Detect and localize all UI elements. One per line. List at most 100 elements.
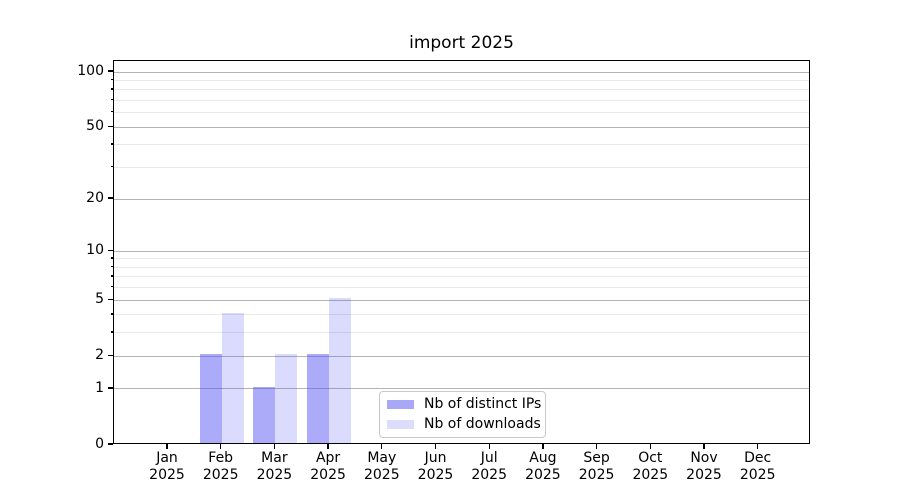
x-tick-label: Apr 2025 — [298, 450, 358, 483]
legend-swatch-distinct-ips — [387, 399, 414, 410]
x-tick-month: Aug — [529, 450, 557, 466]
y-tick-mark — [108, 249, 113, 251]
minor-gridline — [114, 332, 809, 334]
minor-gridline — [114, 314, 809, 316]
x-tick-month: Apr — [315, 450, 341, 466]
y-minor-tick-mark — [110, 98, 113, 101]
x-tick-year: 2025 — [525, 466, 561, 483]
x-tick-label: Mar 2025 — [244, 450, 304, 483]
x-tick-year: 2025 — [632, 466, 669, 483]
y-minor-tick-mark — [110, 313, 113, 315]
x-tick-mark — [649, 444, 651, 449]
y-minor-tick-mark — [110, 257, 113, 259]
minor-gridline — [114, 258, 809, 260]
x-tick-label: May 2025 — [352, 450, 412, 483]
y-minor-tick-mark — [110, 331, 113, 333]
x-tick-month: Mar — [261, 450, 288, 466]
x-tick-year: 2025 — [363, 466, 400, 483]
minor-gridline — [114, 266, 809, 268]
y-minor-tick-mark — [110, 286, 113, 288]
x-tick-month: Jul — [480, 450, 498, 466]
y-tick-label: 20 — [86, 190, 104, 206]
major-gridline — [114, 126, 809, 128]
y-minor-tick-mark — [110, 265, 113, 268]
y-tick-mark — [108, 387, 113, 389]
x-tick-year: 2025 — [578, 466, 615, 483]
bar-downloads — [221, 312, 244, 443]
y-tick-mark — [108, 354, 113, 356]
x-tick-mark — [703, 444, 705, 449]
bar-distinct-ips — [307, 354, 330, 443]
y-tick-mark — [108, 125, 113, 127]
y-tick-label: 0 — [95, 436, 104, 452]
x-tick-year: 2025 — [739, 466, 776, 483]
x-tick-month: Jan — [156, 450, 178, 466]
x-tick-month: Sep — [583, 450, 610, 466]
minor-gridline — [114, 112, 809, 114]
bar-downloads — [329, 298, 352, 443]
x-tick-month: Oct — [638, 450, 663, 466]
bar-downloads — [275, 354, 298, 443]
major-gridline — [114, 388, 809, 390]
x-tick-mark — [327, 444, 329, 449]
y-tick-mark — [108, 443, 113, 445]
y-minor-tick-mark — [110, 111, 113, 113]
legend-swatch-downloads — [387, 419, 414, 430]
bar-distinct-ips — [199, 354, 222, 443]
y-tick-label: 10 — [86, 242, 104, 259]
y-tick-mark — [108, 70, 113, 72]
x-tick-month: Feb — [208, 450, 234, 466]
x-tick-label: Jun 2025 — [406, 450, 466, 483]
x-tick-label: Jan 2025 — [137, 450, 197, 483]
x-tick-mark — [542, 444, 544, 449]
y-minor-tick-mark — [110, 78, 113, 81]
legend-entry-distinct-ips: Nb of distinct IPs — [387, 396, 542, 413]
x-tick-mark — [595, 444, 598, 449]
x-tick-mark — [434, 444, 437, 449]
x-tick-label: Oct 2025 — [620, 450, 680, 483]
x-tick-mark — [166, 444, 168, 449]
y-tick-label: 2 — [95, 347, 104, 364]
x-tick-label: Feb 2025 — [191, 450, 251, 483]
x-tick-month: Dec — [744, 450, 772, 466]
legend-label-downloads: Nb of downloads — [424, 416, 541, 432]
x-tick-month: May — [367, 450, 397, 466]
minor-gridline — [114, 80, 809, 82]
legend-entry-downloads: Nb of downloads — [387, 416, 541, 433]
bar-distinct-ips — [253, 387, 276, 443]
legend-label-distinct-ips: Nb of distinct IPs — [424, 396, 542, 412]
minor-gridline — [114, 89, 809, 91]
plot-area: Nb of distinct IPs Nb of downloads — [113, 60, 810, 444]
minor-gridline — [114, 144, 809, 146]
x-tick-year: 2025 — [149, 466, 185, 483]
y-tick-label: 100 — [77, 63, 104, 80]
y-minor-tick-mark — [110, 165, 113, 168]
x-tick-mark — [273, 444, 276, 449]
x-tick-month: Jun — [424, 450, 447, 466]
minor-gridline — [114, 276, 809, 278]
x-tick-mark — [488, 444, 490, 449]
x-tick-label: Dec 2025 — [728, 450, 788, 483]
x-tick-mark — [220, 444, 222, 449]
x-tick-mark — [757, 444, 759, 449]
y-tick-mark — [108, 197, 113, 199]
chart-title: import 2025 — [409, 33, 514, 53]
y-tick-mark — [108, 298, 113, 300]
x-tick-year: 2025 — [256, 466, 293, 483]
major-gridline — [114, 299, 809, 301]
y-minor-tick-mark — [110, 88, 113, 90]
x-tick-label: Aug 2025 — [513, 450, 573, 483]
x-tick-mark — [381, 444, 383, 449]
major-gridline — [114, 71, 809, 73]
y-tick-label: 50 — [86, 118, 104, 135]
minor-gridline — [114, 287, 809, 289]
major-gridline — [114, 198, 809, 200]
legend: Nb of distinct IPs Nb of downloads — [379, 391, 546, 438]
major-gridline — [114, 355, 809, 357]
major-gridline — [114, 250, 809, 252]
x-tick-label: Jul 2025 — [459, 450, 519, 483]
y-minor-tick-mark — [110, 143, 113, 145]
x-tick-month: Nov — [690, 450, 718, 466]
minor-gridline — [114, 100, 809, 102]
